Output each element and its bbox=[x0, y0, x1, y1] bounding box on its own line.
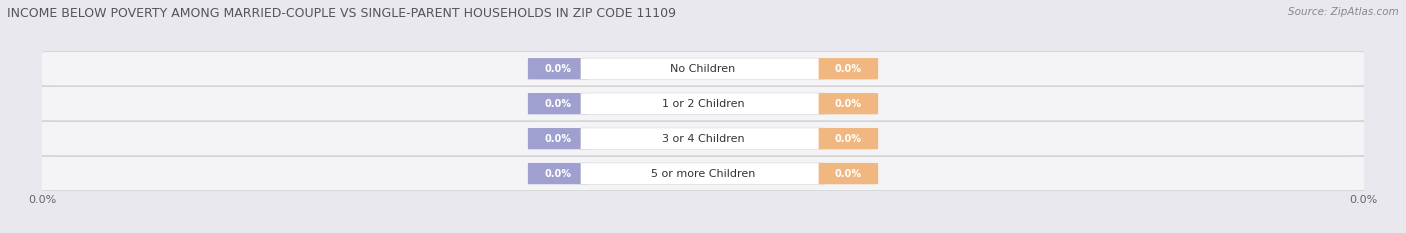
Text: 1 or 2 Children: 1 or 2 Children bbox=[662, 99, 744, 109]
Text: Source: ZipAtlas.com: Source: ZipAtlas.com bbox=[1288, 7, 1399, 17]
FancyBboxPatch shape bbox=[527, 58, 588, 79]
FancyBboxPatch shape bbox=[527, 93, 588, 114]
FancyBboxPatch shape bbox=[818, 58, 879, 79]
FancyBboxPatch shape bbox=[527, 128, 588, 149]
Text: INCOME BELOW POVERTY AMONG MARRIED-COUPLE VS SINGLE-PARENT HOUSEHOLDS IN ZIP COD: INCOME BELOW POVERTY AMONG MARRIED-COUPL… bbox=[7, 7, 676, 20]
FancyBboxPatch shape bbox=[581, 58, 825, 79]
FancyBboxPatch shape bbox=[35, 157, 1371, 191]
FancyBboxPatch shape bbox=[35, 87, 1371, 121]
Text: 0.0%: 0.0% bbox=[835, 99, 862, 109]
Text: 5 or more Children: 5 or more Children bbox=[651, 169, 755, 178]
FancyBboxPatch shape bbox=[581, 163, 825, 184]
Text: 0.0%: 0.0% bbox=[835, 64, 862, 74]
Text: 0.0%: 0.0% bbox=[544, 64, 571, 74]
FancyBboxPatch shape bbox=[818, 163, 879, 184]
Text: 0.0%: 0.0% bbox=[835, 134, 862, 144]
Text: No Children: No Children bbox=[671, 64, 735, 74]
Text: 3 or 4 Children: 3 or 4 Children bbox=[662, 134, 744, 144]
FancyBboxPatch shape bbox=[35, 122, 1371, 156]
FancyBboxPatch shape bbox=[35, 52, 1371, 86]
FancyBboxPatch shape bbox=[581, 128, 825, 149]
FancyBboxPatch shape bbox=[818, 128, 879, 149]
FancyBboxPatch shape bbox=[818, 93, 879, 114]
Text: 0.0%: 0.0% bbox=[544, 134, 571, 144]
FancyBboxPatch shape bbox=[527, 163, 588, 184]
Text: 0.0%: 0.0% bbox=[544, 169, 571, 178]
Text: 0.0%: 0.0% bbox=[544, 99, 571, 109]
FancyBboxPatch shape bbox=[581, 93, 825, 114]
Text: 0.0%: 0.0% bbox=[835, 169, 862, 178]
